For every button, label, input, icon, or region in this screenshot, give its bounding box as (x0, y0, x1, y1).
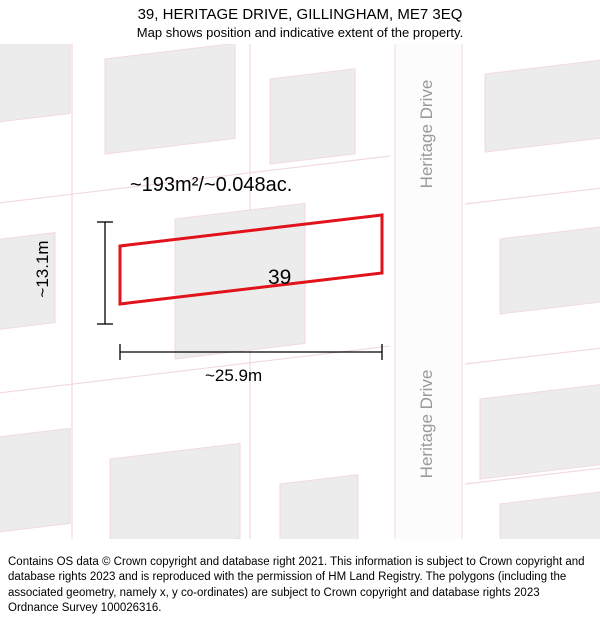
width-dimension-label: ~25.9m (205, 366, 262, 386)
page-title: 39, HERITAGE DRIVE, GILLINGHAM, ME7 3EQ (0, 6, 600, 23)
map-canvas: ~193m²/~0.048ac. 39 ~13.1m ~25.9m Herita… (0, 44, 600, 539)
area-label: ~193m²/~0.048ac. (130, 174, 292, 197)
road-label-2: Heritage Drive (417, 370, 437, 479)
road-label-1: Heritage Drive (417, 80, 437, 189)
map-svg (0, 44, 600, 539)
height-dimension-label: ~13.1m (33, 240, 53, 297)
plot-number-label: 39 (268, 266, 291, 290)
header: 39, HERITAGE DRIVE, GILLINGHAM, ME7 3EQ … (0, 0, 600, 42)
copyright-footer: Contains OS data © Crown copyright and d… (0, 549, 600, 625)
page-subtitle: Map shows position and indicative extent… (0, 25, 600, 40)
